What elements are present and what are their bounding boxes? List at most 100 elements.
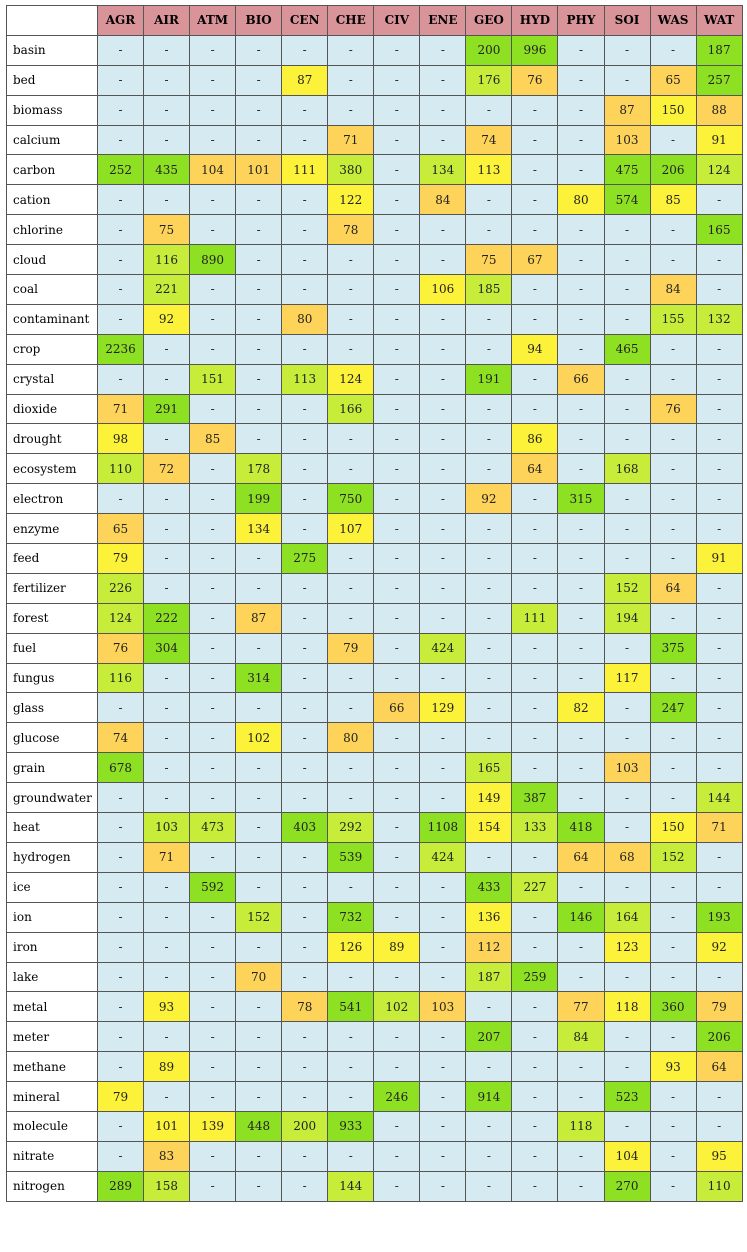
heatmap-cell: - — [649, 513, 697, 545]
row-label: coal — [6, 274, 98, 305]
heatmap-cell: - — [695, 184, 743, 216]
table-row: mineral 79- - - - -246-914- -523- - — [6, 1081, 743, 1112]
heatmap-cell: - — [327, 782, 375, 814]
heatmap-cell: 433 — [465, 871, 513, 903]
table-row: carbon 252 435 104 101 111 380-134 113- -475 206 1… — [6, 154, 743, 186]
heatmap-cell: 890 — [189, 244, 237, 276]
heatmap-cell: - — [189, 64, 237, 96]
column-header-atm: ATM — [189, 5, 237, 36]
heatmap-cell: 93 — [649, 1051, 697, 1083]
heatmap-cell: - — [281, 393, 329, 425]
row-label: meter — [6, 1021, 98, 1053]
heatmap-cell: - — [511, 632, 559, 664]
heatmap-cell: - — [96, 244, 145, 276]
heatmap-cell: 79 — [96, 1081, 145, 1112]
heatmap-cell: 732 — [327, 901, 375, 933]
heatmap-cell: 85 — [649, 184, 697, 216]
heatmap-cell: - — [281, 931, 329, 963]
heatmap-cell: 539 — [327, 841, 375, 873]
heatmap-cell: - — [189, 94, 237, 126]
heatmap-cell: - — [511, 662, 559, 694]
heatmap-cell: 71 — [96, 393, 145, 425]
heatmap-cell: - — [649, 602, 697, 634]
column-header-agr: AGR — [96, 5, 145, 36]
heatmap-cell: - — [327, 752, 375, 784]
heatmap-cell: - — [373, 1051, 421, 1083]
heatmap-cell: 103 — [603, 752, 651, 784]
heatmap-cell: 134 — [235, 513, 283, 545]
heatmap-cell: 152 — [235, 901, 283, 933]
heatmap-cell: 1108 — [419, 812, 467, 843]
table-row: ecosystem 110 72-178- - - - -64-168- - — [6, 453, 743, 485]
heatmap-cell: - — [557, 722, 605, 754]
heatmap-cell: 86 — [511, 423, 559, 455]
row-label: fuel — [6, 632, 98, 664]
heatmap-cell: - — [281, 841, 329, 873]
row-label: fungus — [6, 662, 98, 694]
row-label: cation — [6, 184, 98, 216]
row-label: enzyme — [6, 513, 98, 545]
heatmap-cell: - — [235, 363, 283, 395]
heatmap-cell: 67 — [511, 244, 559, 276]
heatmap-cell: - — [695, 483, 743, 515]
heatmap-cell: - — [373, 1170, 421, 1202]
heatmap-cell: - — [419, 1081, 467, 1112]
heatmap-cell: - — [557, 1170, 605, 1202]
heatmap-cell: - — [419, 1170, 467, 1202]
heatmap-cell: - — [695, 363, 743, 395]
heatmap-cell: - — [465, 991, 513, 1023]
heatmap-cell: - — [511, 363, 559, 395]
heatmap-cell: - — [189, 1170, 237, 1202]
heatmap-cell: - — [465, 543, 513, 574]
table-row: iron - - - - -126 89-112- -123-92 — [6, 931, 743, 963]
heatmap-cell: - — [419, 64, 467, 96]
heatmap-cell: - — [649, 752, 697, 784]
heatmap-cell: - — [96, 991, 145, 1023]
table-row: calcium - - - - -71- -74- -103-91 — [6, 124, 743, 156]
row-label: electron — [6, 483, 98, 515]
heatmap-cell: - — [373, 94, 421, 126]
heatmap-cell: 523 — [603, 1081, 651, 1112]
heatmap-cell: - — [557, 34, 605, 66]
heatmap-cell: - — [327, 961, 375, 993]
heatmap-cell: - — [96, 1021, 145, 1053]
heatmap-cell: 71 — [143, 841, 191, 873]
heatmap-cell: - — [235, 184, 283, 216]
row-label: mineral — [6, 1081, 98, 1112]
heatmap-cell: - — [327, 34, 375, 66]
heatmap-cell: - — [281, 274, 329, 305]
heatmap-cell: - — [373, 1021, 421, 1053]
row-label: heat — [6, 812, 98, 843]
heatmap-cell: - — [281, 602, 329, 634]
heatmap-cell: - — [419, 871, 467, 903]
heatmap-cell: - — [603, 1051, 651, 1083]
heatmap-cell: 185 — [465, 274, 513, 305]
heatmap-cell: - — [373, 812, 421, 843]
table-row: cloud -116 890- - - - -75 67- - - - — [6, 244, 743, 276]
heatmap-cell: - — [557, 303, 605, 335]
heatmap-cell: - — [189, 752, 237, 784]
heatmap-cell: 152 — [649, 841, 697, 873]
heatmap-cell: - — [511, 722, 559, 754]
heatmap-cell: - — [373, 752, 421, 784]
heatmap-cell: - — [465, 841, 513, 873]
heatmap-cell: - — [511, 901, 559, 933]
heatmap-cell: - — [96, 1110, 145, 1142]
heatmap-cell: - — [281, 722, 329, 754]
heatmap-cell: - — [557, 423, 605, 455]
heatmap-cell: - — [235, 931, 283, 963]
heatmap-cell: 64 — [557, 841, 605, 873]
heatmap-cell: - — [557, 931, 605, 963]
heatmap-cell: 259 — [511, 961, 559, 993]
row-label: bed — [6, 64, 98, 96]
heatmap-cell: - — [143, 871, 191, 903]
heatmap-cell: 139 — [189, 1110, 237, 1142]
row-label: nitrogen — [6, 1170, 98, 1202]
heatmap-cell: - — [557, 961, 605, 993]
heatmap-cell: 118 — [603, 991, 651, 1023]
heatmap-cell: - — [603, 513, 651, 545]
row-label: cloud — [6, 244, 98, 276]
heatmap-cell: 91 — [695, 543, 743, 574]
heatmap-cell: 116 — [96, 662, 145, 694]
row-label: feed — [6, 543, 98, 574]
